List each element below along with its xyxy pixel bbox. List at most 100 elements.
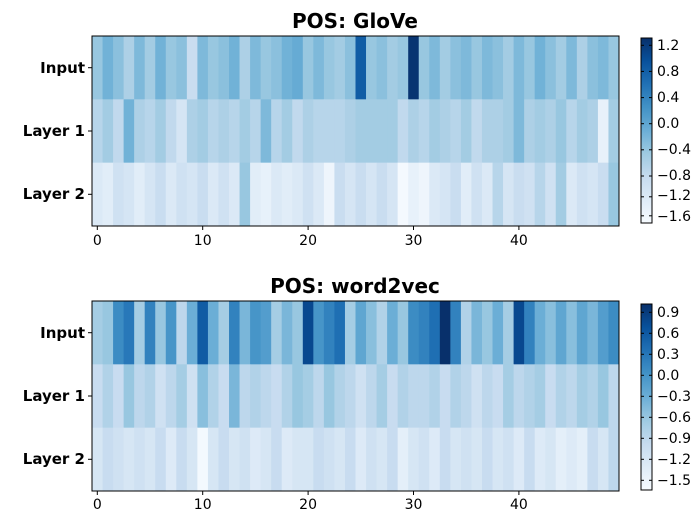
heatmap-cell (176, 162, 188, 227)
heatmap-cell (439, 364, 451, 429)
heatmap-cell (439, 99, 451, 164)
heatmap-cell (144, 427, 156, 492)
heatmap-cell (197, 364, 209, 429)
heatmap-cell (587, 162, 599, 227)
heatmap-cell (281, 99, 293, 164)
heatmap-cell (302, 427, 314, 492)
heatmap-cell (566, 99, 578, 164)
heatmap-cell (492, 427, 504, 492)
heatmap-cell (460, 99, 472, 164)
heatmap-cell (555, 364, 567, 429)
colorbar: 0.9 0.6 0.3 0.0 −0.3 −0.6 −0.9 −1.2 −1.5 (640, 303, 691, 491)
heatmap-cell (597, 301, 609, 365)
colorbar-gradient (640, 37, 653, 224)
heatmap-cell (229, 162, 240, 227)
heatmap-cell (239, 364, 251, 429)
heatmap-cell (587, 36, 599, 100)
heatmap-cell (165, 427, 177, 492)
heatmap-cell (92, 99, 103, 164)
heatmap-cell (102, 364, 114, 429)
colorbar-tick-label: 0.3 (657, 347, 679, 363)
heatmap-cell (218, 364, 230, 429)
heatmap-cells (92, 36, 620, 227)
heatmap-cell (460, 301, 472, 365)
heatmap-cell (471, 301, 483, 365)
heatmap-cell (176, 301, 188, 365)
heatmap-cell (555, 427, 567, 492)
heatmap-cell (134, 301, 146, 365)
x-tick-label: 10 (194, 233, 212, 249)
colorbar-tick-label: 0.6 (657, 326, 679, 342)
heatmap-cell (450, 36, 462, 100)
heatmap-cell (513, 301, 525, 365)
heatmap-cell (397, 99, 409, 164)
heatmap-cell (576, 36, 588, 100)
heatmap-cell (492, 162, 504, 227)
heatmap-cell (197, 427, 209, 492)
heatmap-cell (608, 301, 620, 365)
colorbar-tick-label: −1.6 (657, 209, 691, 225)
heatmap-cell (534, 364, 546, 429)
heatmap-cell (471, 162, 483, 227)
heatmap-cell (608, 36, 620, 100)
heatmap-cell (418, 427, 430, 492)
colorbar-tick-label: 0.0 (657, 368, 679, 384)
heatmap-cell (513, 162, 525, 227)
heatmap-cell (587, 301, 599, 365)
heatmap-cell (355, 99, 367, 164)
heatmap-cell (144, 162, 156, 227)
heatmap-cell (323, 36, 335, 100)
heatmap-cell (229, 364, 240, 429)
heatmap-cell (576, 99, 588, 164)
heatmap-cell (92, 301, 103, 365)
row-label: Layer 1 (23, 387, 85, 405)
heatmap-cell (545, 36, 557, 100)
heatmap-cell (239, 301, 251, 365)
heatmap-cell (344, 427, 356, 492)
heatmap-cell (260, 301, 272, 365)
heatmap-cell (534, 99, 546, 164)
heatmap-cell (113, 99, 125, 164)
heatmap-cell (524, 162, 536, 227)
heatmap-cell (597, 162, 609, 227)
heatmap-cell (576, 364, 588, 429)
heatmap-cell (397, 427, 409, 492)
heatmap-cell (176, 364, 188, 429)
heatmap-cell (186, 301, 198, 365)
heatmap-cell (176, 36, 188, 100)
heatmap-cell (292, 427, 304, 492)
heatmap-cell (355, 301, 367, 365)
heatmap-cell (555, 301, 567, 365)
heatmap-cell (418, 99, 430, 164)
heatmap-cell (418, 301, 430, 365)
heatmap-cell (545, 301, 557, 365)
heatmap-cell (229, 301, 240, 365)
heatmap-cell (397, 364, 409, 429)
heatmap-cell (587, 427, 599, 492)
heatmap-cell (281, 364, 293, 429)
heatmap-cell (102, 99, 114, 164)
heatmap-cell (155, 36, 167, 100)
heatmap-cell (481, 301, 493, 365)
heatmap-cell (113, 427, 125, 492)
heatmap-cell (123, 99, 135, 164)
heatmap-cell (207, 36, 219, 100)
heatmap-cell (302, 36, 314, 100)
heatmap-cell (492, 36, 504, 100)
heatmap-cell (460, 162, 472, 227)
heatmap-cell (492, 364, 504, 429)
heatmap-cell (545, 162, 557, 227)
colorbar-gradient (640, 303, 653, 491)
colorbar-tick-label: −0.3 (657, 389, 691, 405)
heatmap-cell (439, 427, 451, 492)
heatmap-cell (366, 427, 377, 492)
x-tick-label: 0 (93, 497, 102, 513)
colorbar-tick-label: −1.5 (657, 473, 691, 489)
heatmap-cells (92, 301, 620, 492)
heatmap-cell (471, 427, 483, 492)
heatmap-cell (408, 301, 420, 365)
heatmap-cell (344, 99, 356, 164)
heatmap-cell (555, 99, 567, 164)
heatmap-cell (545, 364, 557, 429)
heatmap-cell (450, 427, 462, 492)
